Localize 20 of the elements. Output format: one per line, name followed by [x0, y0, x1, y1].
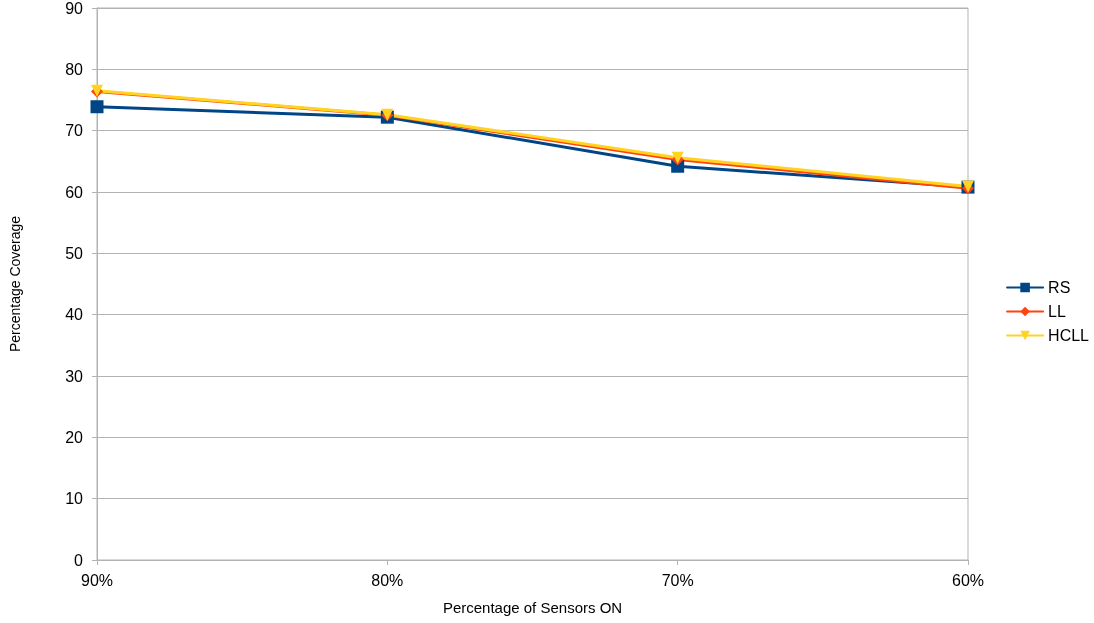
y-axis-title: Percentage Coverage — [7, 215, 23, 353]
y-tick-label: 40 — [65, 306, 84, 324]
point — [90, 100, 104, 114]
y-tick-label: 0 — [74, 551, 84, 569]
y-tick-label: 50 — [65, 244, 84, 262]
y-tick-label: 90 — [65, 0, 84, 17]
y-tick-label: 60 — [65, 183, 84, 201]
x-tick-label: 80% — [371, 571, 404, 589]
x-axis-title: Percentage of Sensors ON — [442, 599, 623, 616]
y-tick-label: 70 — [65, 122, 84, 140]
y-tick-label: 20 — [65, 428, 84, 446]
y-tick-label: 30 — [65, 367, 84, 385]
legend-label: RS — [1048, 279, 1071, 296]
legend-label: HCLL — [1048, 327, 1090, 344]
x-tick-label: 90% — [80, 571, 114, 589]
x-tick-label: 70% — [661, 571, 694, 589]
y-tick-label: 10 — [65, 490, 84, 508]
y-tick-label: 80 — [65, 60, 84, 78]
legend-label: LL — [1048, 303, 1066, 320]
x-tick-label: 60% — [951, 571, 985, 589]
